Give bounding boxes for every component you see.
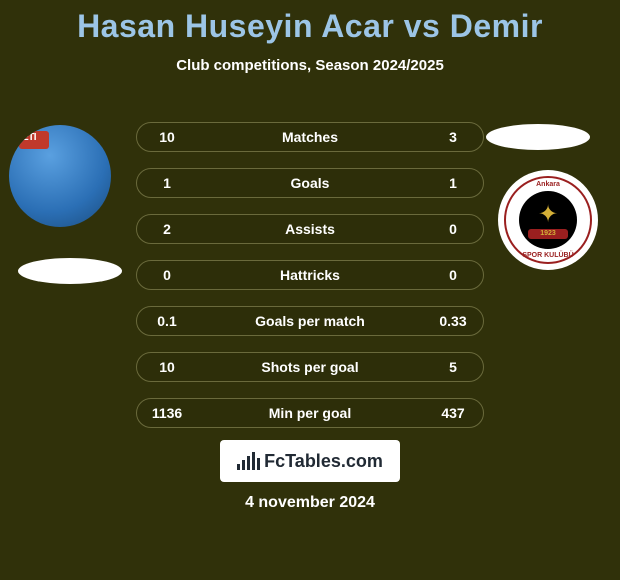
player-left-flag	[18, 258, 122, 284]
stat-label: Matches	[137, 129, 483, 145]
stats-table: 10Matches3 1Goals1 2Assists0 0Hattricks0 0.1…	[136, 122, 484, 444]
stat-label: Goals	[137, 175, 483, 191]
subtitle: Club competitions, Season 2024/2025	[0, 57, 620, 74]
jersey-logo-text: ETI	[22, 132, 36, 143]
stat-row: 1Goals1	[136, 168, 484, 198]
stat-label: Assists	[137, 221, 483, 237]
player-right-flag	[486, 124, 590, 150]
badge-center: ✦ 1923	[519, 191, 577, 249]
footer-site-logo: FcTables.com	[220, 440, 400, 482]
stat-row: 10Matches3	[136, 122, 484, 152]
stat-row: 1136Min per goal437	[136, 398, 484, 428]
stat-row: 0Hattricks0	[136, 260, 484, 290]
stat-label: Min per goal	[137, 405, 483, 421]
badge-arc-top: Ankara	[506, 181, 590, 188]
bars-icon	[237, 452, 260, 470]
stat-row: 2Assists0	[136, 214, 484, 244]
badge-year: 1923	[528, 229, 568, 239]
stat-label: Shots per goal	[137, 359, 483, 375]
player-right-club-badge: Ankara ✦ 1923 SPOR KULÜBÜ	[498, 170, 598, 270]
page-title: Hasan Huseyin Acar vs Demir	[0, 0, 620, 45]
stat-row: 10Shots per goal5	[136, 352, 484, 382]
player-left-avatar: ETI	[9, 125, 111, 227]
badge-ring: Ankara ✦ 1923 SPOR KULÜBÜ	[504, 176, 592, 264]
stat-label: Goals per match	[137, 313, 483, 329]
badge-arc-bottom: SPOR KULÜBÜ	[506, 252, 590, 259]
stat-row: 0.1Goals per match0.33	[136, 306, 484, 336]
date-label: 4 november 2024	[0, 494, 620, 512]
footer-site-text: FcTables.com	[264, 451, 383, 472]
stat-label: Hattricks	[137, 267, 483, 283]
